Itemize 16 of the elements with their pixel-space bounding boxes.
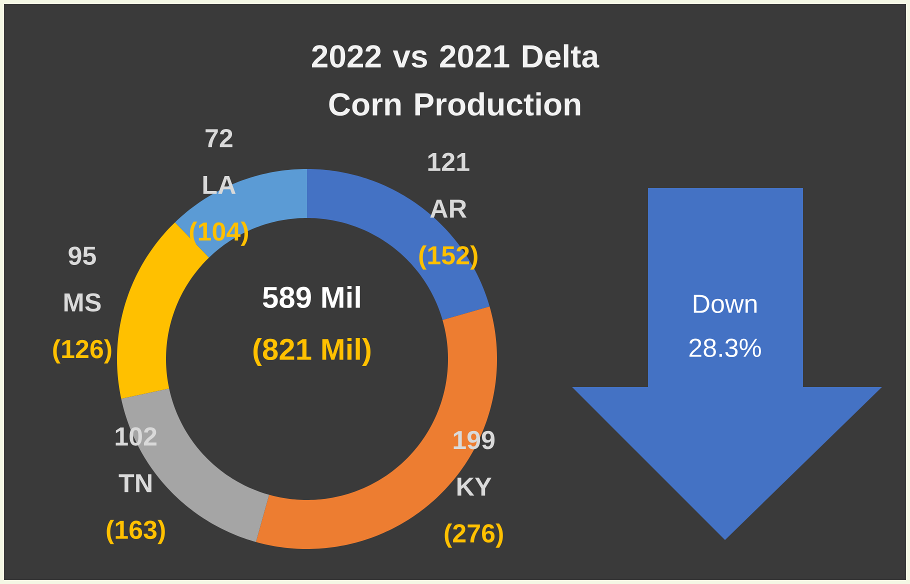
data-label: 121 bbox=[428, 152, 470, 171]
slice-label: LA bbox=[203, 176, 236, 194]
text: (163) bbox=[106, 520, 165, 544]
slice-label: MS bbox=[64, 293, 101, 312]
slice-label: TN bbox=[118, 474, 152, 492]
data-label: 95 bbox=[68, 246, 96, 265]
text: (104) bbox=[190, 222, 248, 246]
text: (126) bbox=[53, 339, 112, 364]
text: Down 28.3% bbox=[689, 294, 761, 358]
text: (276) bbox=[444, 523, 503, 548]
slice-label: KY bbox=[458, 478, 492, 496]
text: (821 Mil) bbox=[253, 338, 370, 366]
data-label: 72 bbox=[206, 129, 232, 148]
text: 589 Mil bbox=[262, 286, 360, 308]
chart-title: 2022 vs 2021 Delta Corn Production bbox=[312, 44, 600, 116]
slice-label: AR bbox=[430, 200, 467, 218]
